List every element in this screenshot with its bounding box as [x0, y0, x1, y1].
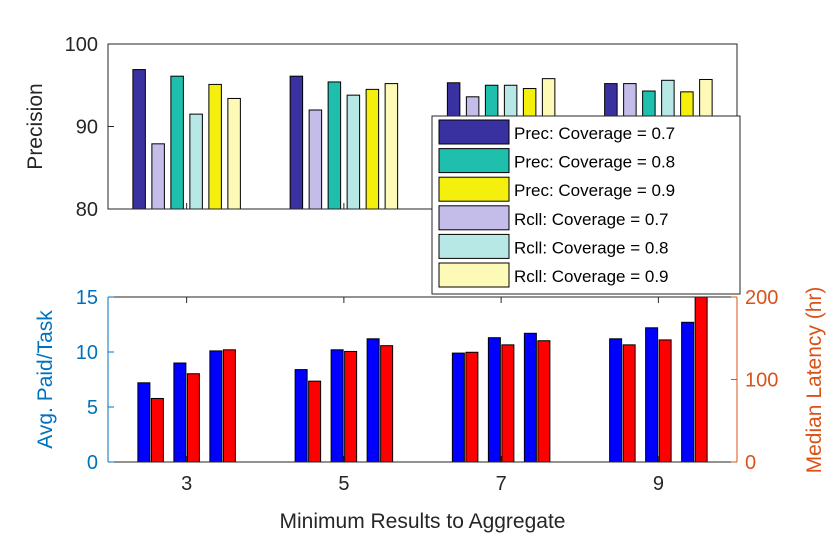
bar-precision-series-4-cat-1 [365, 88, 380, 210]
latency-ytick-label: 200 [745, 287, 778, 309]
bar-paid-group-2-cat-3 [681, 321, 695, 463]
bar-precision-series-2-cat-1 [327, 81, 342, 210]
legend-label: Prec: Coverage = 0.9 [514, 181, 675, 200]
bar-latency-group-1-cat-1 [344, 350, 358, 463]
bar-paid-group-0-cat-3 [609, 338, 623, 463]
bar-latency-group-1-cat-0 [186, 373, 200, 463]
bar-latency-group-2-cat-1 [380, 345, 394, 463]
bar-precision-series-5-cat-1 [384, 83, 399, 210]
bar-latency-group-0-cat-1 [308, 380, 322, 463]
bar-paid-group-2-cat-1 [366, 338, 380, 463]
precision-ytick-label: 80 [76, 199, 98, 221]
x-tick-label: 5 [338, 473, 349, 495]
legend-label: Rcll: Coverage = 0.9 [514, 267, 669, 286]
bar-latency-group-1-cat-2 [501, 344, 515, 463]
bar-precision-series-2-cat-0 [170, 75, 184, 210]
bar-paid-group-1-cat-1 [330, 349, 344, 463]
latency-ytick-label: 100 [745, 370, 778, 392]
paid-y-axis-title: Avg. Paid/Task [34, 310, 57, 449]
bar-precision-series-3-cat-0 [189, 113, 203, 210]
bar-precision-series-4-cat-0 [208, 83, 222, 210]
paid-ytick-label: 0 [87, 452, 98, 474]
x-tick-label: 9 [653, 473, 664, 495]
bar-precision-series-1-cat-1 [308, 109, 323, 210]
bar-latency-group-1-cat-3 [658, 339, 672, 463]
bar-paid-group-1-cat-0 [173, 362, 187, 463]
paid-ytick-label: 10 [76, 342, 98, 364]
legend-swatch [438, 233, 510, 259]
bar-paid-group-1-cat-3 [645, 327, 659, 463]
legend-swatch [438, 262, 510, 288]
precision-y-axis-title: Precision [24, 83, 47, 169]
bar-latency-group-0-cat-2 [465, 351, 479, 463]
latency-y-axis-title: Median Latency (hr) [803, 287, 826, 474]
bar-paid-group-0-cat-0 [137, 382, 151, 463]
legend: Prec: Coverage = 0.7 Prec: Coverage = 0.8… [431, 115, 741, 295]
bar-precision-series-5-cat-0 [227, 97, 241, 210]
precision-ytick-label: 100 [65, 34, 98, 56]
paid-ytick-label: 15 [76, 287, 98, 309]
paid-ytick-label: 5 [87, 397, 98, 419]
bar-latency-group-0-cat-0 [150, 397, 164, 463]
legend-label: Prec: Coverage = 0.7 [514, 124, 675, 143]
bar-precision-series-0-cat-1 [289, 75, 304, 210]
legend-swatch [438, 176, 510, 202]
bar-paid-group-0-cat-2 [451, 352, 465, 463]
legend-swatch [438, 119, 510, 145]
bar-precision-series-0-cat-0 [132, 69, 146, 210]
bar-paid-group-1-cat-2 [487, 337, 501, 463]
precision-ytick-label: 90 [76, 117, 98, 139]
bar-latency-group-2-cat-2 [537, 340, 551, 463]
bar-precision-series-3-cat-1 [346, 94, 361, 210]
bar-paid-group-2-cat-2 [523, 332, 537, 463]
bar-latency-group-2-cat-3 [694, 296, 708, 463]
cost-latency-chart: 0 5 10 15 0 100 200 3 5 7 9 Minimum Results to Aggr… [34, 287, 826, 533]
bar-paid-group-0-cat-1 [294, 369, 308, 463]
legend-swatch [438, 148, 510, 174]
x-axis-title: Minimum Results to Aggregate [280, 510, 566, 533]
bar-precision-series-1-cat-0 [151, 143, 165, 210]
bar-latency-group-0-cat-3 [622, 344, 636, 463]
bar-latency-group-2-cat-0 [222, 349, 236, 463]
legend-label: Rcll: Coverage = 0.8 [514, 238, 669, 257]
legend-swatch [438, 205, 510, 231]
legend-label: Prec: Coverage = 0.8 [514, 153, 675, 172]
legend-label: Rcll: Coverage = 0.7 [514, 210, 669, 229]
bar-paid-group-2-cat-0 [209, 350, 223, 463]
latency-ytick-label: 0 [745, 452, 756, 474]
x-tick-label: 3 [181, 473, 192, 495]
x-tick-label: 7 [496, 473, 507, 495]
